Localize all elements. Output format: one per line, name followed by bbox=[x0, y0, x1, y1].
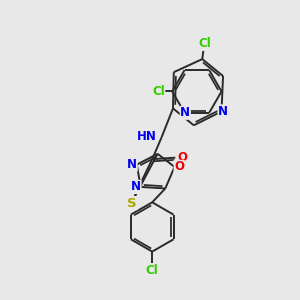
Text: Cl: Cl bbox=[152, 85, 165, 98]
Text: Cl: Cl bbox=[198, 37, 211, 50]
Text: N: N bbox=[218, 105, 228, 118]
Text: O: O bbox=[174, 160, 184, 173]
Text: N: N bbox=[131, 180, 141, 194]
Text: Cl: Cl bbox=[146, 264, 159, 277]
Text: N: N bbox=[180, 106, 190, 119]
Text: N: N bbox=[127, 158, 137, 171]
Text: O: O bbox=[177, 151, 187, 164]
Text: S: S bbox=[128, 196, 137, 210]
Text: HN: HN bbox=[137, 130, 157, 143]
